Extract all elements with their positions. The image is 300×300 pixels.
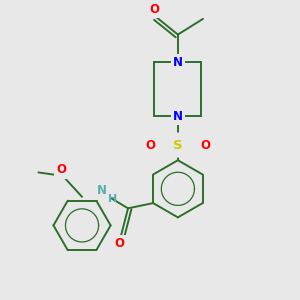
Text: H: H [108,194,117,204]
Text: O: O [149,3,160,16]
Text: O: O [56,164,66,176]
Text: N: N [97,184,107,197]
Text: N: N [173,110,183,123]
Text: S: S [173,139,183,152]
Text: O: O [114,237,124,250]
Text: O: O [146,139,156,152]
Text: N: N [173,56,183,69]
Text: O: O [200,139,210,152]
FancyBboxPatch shape [147,133,209,157]
